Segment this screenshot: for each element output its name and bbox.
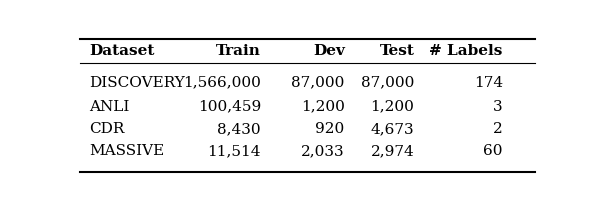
Text: Dataset: Dataset — [89, 44, 154, 58]
Text: 1,200: 1,200 — [301, 100, 344, 114]
Text: 87,000: 87,000 — [361, 76, 415, 90]
Text: CDR: CDR — [89, 122, 124, 136]
Text: ANLI: ANLI — [89, 100, 130, 114]
Text: 3: 3 — [493, 100, 503, 114]
Text: 174: 174 — [473, 76, 503, 90]
Text: 1,200: 1,200 — [371, 100, 415, 114]
Text: 11,514: 11,514 — [208, 145, 261, 158]
Text: MASSIVE: MASSIVE — [89, 145, 164, 158]
Text: Dev: Dev — [313, 44, 344, 58]
Text: 1,566,000: 1,566,000 — [183, 76, 261, 90]
Text: 920: 920 — [316, 122, 344, 136]
Text: 87,000: 87,000 — [292, 76, 344, 90]
Text: 60: 60 — [484, 145, 503, 158]
Text: 4,673: 4,673 — [371, 122, 415, 136]
Text: 8,430: 8,430 — [217, 122, 261, 136]
Text: 100,459: 100,459 — [198, 100, 261, 114]
Text: 2,033: 2,033 — [301, 145, 344, 158]
Text: 2: 2 — [493, 122, 503, 136]
Text: Test: Test — [380, 44, 415, 58]
Text: # Labels: # Labels — [430, 44, 503, 58]
Text: 2,974: 2,974 — [371, 145, 415, 158]
Text: DISCOVERY: DISCOVERY — [89, 76, 185, 90]
Text: Train: Train — [216, 44, 261, 58]
